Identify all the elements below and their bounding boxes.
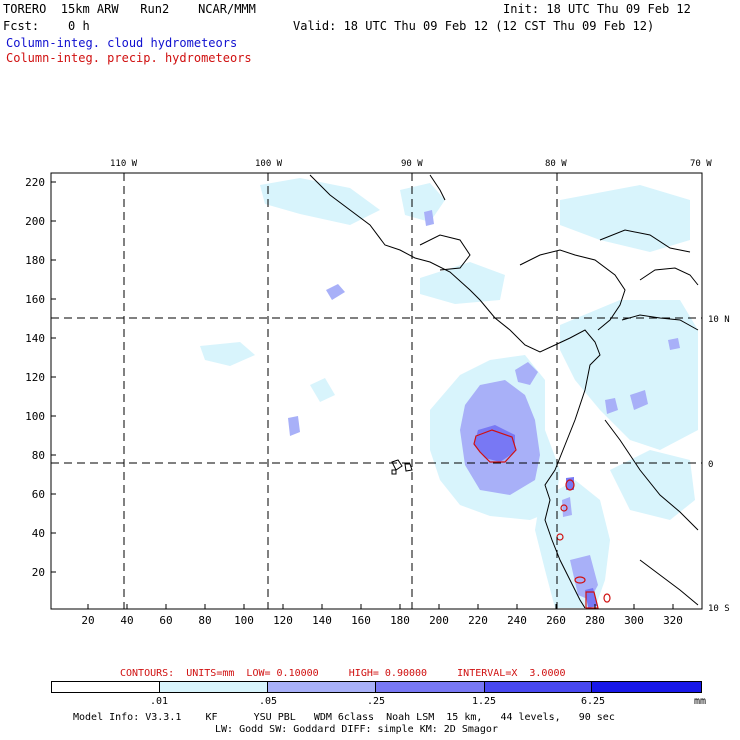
x-axis: 20 40 60 80 100 120 140 160 180 200 220 240 260 280 30…: [81, 604, 683, 627]
x-tick-label: 200: [429, 614, 449, 627]
legend-bin: [376, 682, 485, 692]
legend-bin: [159, 682, 269, 692]
lat-label: 0: [708, 460, 713, 470]
legend-bin: [52, 682, 160, 692]
legend-bin: [592, 682, 702, 692]
x-tick-label: 120: [273, 614, 293, 627]
y-tick-label: 120: [25, 371, 45, 384]
lon-label: 90 W: [401, 159, 423, 169]
map-frame: [50, 172, 703, 610]
model-info: Model Info: V3.3.1 KF YSU PBL WDM 6class…: [73, 712, 615, 723]
lat-label: 10 N: [708, 315, 730, 325]
x-tick-label: 240: [507, 614, 527, 627]
x-tick-label: 80: [198, 614, 211, 627]
lon-label: 80 W: [545, 159, 567, 169]
field-label-precip: Column-integ. precip. hydrometeors: [6, 51, 252, 65]
x-tick-label: 140: [312, 614, 332, 627]
x-tick-label: 60: [159, 614, 172, 627]
lon-label: 100 W: [255, 159, 283, 169]
legend-tick: .05: [259, 696, 278, 707]
y-tick-label: 40: [32, 527, 45, 540]
legend-tick: .01: [150, 696, 169, 707]
x-tick-label: 100: [234, 614, 254, 627]
x-tick-label: 160: [351, 614, 371, 627]
y-tick-label: 20: [32, 566, 45, 579]
color-legend-bar: [51, 681, 702, 693]
y-tick-label: 200: [25, 215, 45, 228]
lon-label: 70 W: [690, 159, 712, 169]
legend-bin: [484, 682, 593, 692]
y-tick-label: 160: [25, 293, 45, 306]
x-tick-label: 300: [624, 614, 644, 627]
legend-unit: mm: [694, 696, 707, 707]
legend-tick: 1.25: [472, 696, 497, 707]
lat-label: 10 S: [708, 604, 730, 614]
forecast-hour: Fcst: 0 h: [3, 19, 90, 33]
x-tick-label: 20: [81, 614, 94, 627]
y-axis: 220 200 180 160 140 120 100 80 60 40 20: [25, 176, 56, 579]
x-tick-label: 180: [390, 614, 410, 627]
y-tick-label: 60: [32, 488, 45, 501]
physics-info: LW: Godd SW: Goddard DIFF: simple KM: 2D…: [215, 724, 498, 735]
x-tick-label: 220: [468, 614, 488, 627]
precip-contours: [473, 429, 611, 609]
y-tick-label: 140: [25, 332, 45, 345]
init-time: Init: 18 UTC Thu 09 Feb 12: [503, 2, 691, 16]
x-tick-label: 320: [663, 614, 683, 627]
x-tick-label: 40: [120, 614, 133, 627]
lon-label: 110 W: [110, 159, 138, 169]
contour-info: CONTOURS: UNITS=mm LOW= 0.10000 HIGH= 0.…: [120, 668, 566, 679]
valid-time: Valid: 18 UTC Thu 09 Feb 12 (12 CST Thu …: [293, 19, 655, 33]
y-tick-label: 80: [32, 449, 45, 462]
legend-tick: 6.25: [581, 696, 606, 707]
x-tick-label: 280: [585, 614, 605, 627]
y-tick-label: 220: [25, 176, 45, 189]
field-label-cloud: Column-integ. cloud hydrometeors: [6, 36, 238, 50]
coastlines: [309, 174, 699, 609]
model-run-title: TORERO 15km ARW Run2 NCAR/MMM: [3, 2, 256, 16]
legend-tick: .25: [367, 696, 386, 707]
x-tick-label: 260: [546, 614, 566, 627]
y-tick-label: 100: [25, 410, 45, 423]
cloud-shading: [200, 178, 698, 608]
y-tick-label: 180: [25, 254, 45, 267]
legend-bin: [268, 682, 377, 692]
